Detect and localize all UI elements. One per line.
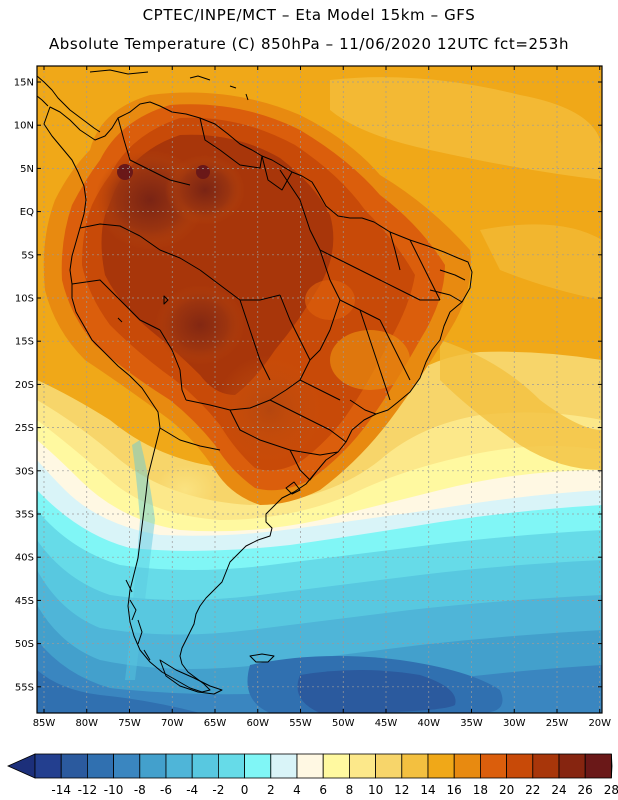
map-subtitle: Absolute Temperature (C) 850hPa – 11/06/… xyxy=(48,35,570,53)
lon-tick-label: 30W xyxy=(503,718,526,729)
lon-tick-label: 60W xyxy=(246,718,269,729)
colorbar-swatch xyxy=(60,753,88,779)
lat-tick-label: 40S xyxy=(15,553,34,564)
lon-tick-label: 65W xyxy=(204,718,227,729)
colorbar-swatch xyxy=(558,753,586,779)
lat-lon-grid xyxy=(37,66,602,713)
lat-tick-label: 50S xyxy=(15,639,34,650)
lat-tick-label: 20S xyxy=(15,380,34,391)
lat-tick-label: 55S xyxy=(15,682,34,693)
lon-tick-label: 75W xyxy=(118,718,141,729)
colorbar-label: 10 xyxy=(368,783,383,797)
lat-tick-label: 35S xyxy=(15,510,34,521)
colorbar-swatch xyxy=(87,753,115,779)
colorbar-label: -4 xyxy=(186,783,198,797)
lat-tick-label: 45S xyxy=(15,596,34,607)
colorbar-swatch xyxy=(401,753,429,779)
lon-tick-label: 55W xyxy=(289,718,312,729)
colorbar-label: -14 xyxy=(51,783,71,797)
lon-tick-label: 70W xyxy=(161,718,184,729)
colorbar-label: -6 xyxy=(160,783,172,797)
colorbar-swatch xyxy=(217,753,245,779)
colorbar-swatch xyxy=(165,753,193,779)
colorbar-swatch xyxy=(322,753,350,779)
colorbar-label: 4 xyxy=(293,783,301,797)
lat-tick-label: 10S xyxy=(15,294,34,305)
colorbar-swatch xyxy=(296,753,324,779)
coastline-and-borders xyxy=(37,69,473,695)
latitude-axis: 15N 10N 5N EQ 5S 10S 15S 20S 25S 30S 35S 40S 45S 50S 5… xyxy=(14,78,602,693)
lat-tick-label: 10N xyxy=(14,121,34,132)
colorbar-swatch xyxy=(453,753,481,779)
colorbar-swatch xyxy=(191,753,219,779)
lon-tick-label: 85W xyxy=(33,718,56,729)
colorbar-label: 24 xyxy=(551,783,566,797)
colorbar-swatch xyxy=(506,753,534,779)
colorbar-label: 26 xyxy=(578,783,593,797)
colorbar-label: 8 xyxy=(346,783,354,797)
colorbar-label: 28 xyxy=(604,783,618,797)
lon-tick-label: 40W xyxy=(417,718,440,729)
lon-tick-label: 80W xyxy=(75,718,98,729)
colorbar-label: -8 xyxy=(134,783,146,797)
colorbar-label: 6 xyxy=(319,783,327,797)
longitude-axis: 85W 80W 75W 70W 65W 60W 55W 50W 45W 40W 35W 30W 25W 2… xyxy=(33,66,611,729)
lat-tick-label: 5N xyxy=(20,164,34,175)
colorbar-label: -2 xyxy=(212,783,224,797)
colorbar-label: 0 xyxy=(241,783,249,797)
lat-tick-label: 15S xyxy=(15,337,34,348)
colorbar-label: 16 xyxy=(447,783,462,797)
temperature-field xyxy=(37,66,602,713)
colorbar-label: 20 xyxy=(499,783,514,797)
colorbar-label: -10 xyxy=(104,783,124,797)
colorbar-swatch xyxy=(113,753,141,779)
colorbar-label: 14 xyxy=(420,783,435,797)
colorbar-label: 22 xyxy=(525,783,540,797)
lat-tick-label: EQ xyxy=(20,207,34,218)
colorbar-swatch xyxy=(584,753,612,779)
map-title: CPTEC/INPE/MCT – Eta Model 15km – GFS xyxy=(142,6,476,24)
colorbar-swatch xyxy=(532,753,560,779)
colorbar-legend: -14 -12 -10 -8 -6 -4 -2 0 2 4 6 8 10 12 14 16 18 20 22 24 26… xyxy=(7,753,618,797)
lon-tick-label: 50W xyxy=(332,718,355,729)
colorbar-swatch xyxy=(427,753,455,779)
colorbar-label: 12 xyxy=(394,783,409,797)
colorbar-label: -12 xyxy=(78,783,98,797)
plot-frame xyxy=(36,65,603,714)
colorbar-swatch xyxy=(270,753,298,779)
lat-tick-label: 5S xyxy=(21,250,34,261)
lat-tick-label: 30S xyxy=(15,466,34,477)
lat-tick-label: 15N xyxy=(14,78,34,89)
colorbar-swatch xyxy=(139,753,167,779)
lon-tick-label: 25W xyxy=(546,718,569,729)
colorbar-swatch xyxy=(375,753,403,779)
lon-tick-label: 35W xyxy=(460,718,483,729)
colorbar-min-arrow xyxy=(7,753,36,779)
colorbar-swatch xyxy=(479,753,507,779)
colorbar-swatch xyxy=(34,753,62,779)
colorbar-swatch xyxy=(348,753,376,779)
colorbar-label: 18 xyxy=(473,783,488,797)
lat-tick-label: 25S xyxy=(15,423,34,434)
lon-tick-label: 20W xyxy=(588,718,611,729)
lon-tick-label: 45W xyxy=(375,718,398,729)
colorbar-swatch xyxy=(244,753,272,779)
colorbar-label: 2 xyxy=(267,783,275,797)
